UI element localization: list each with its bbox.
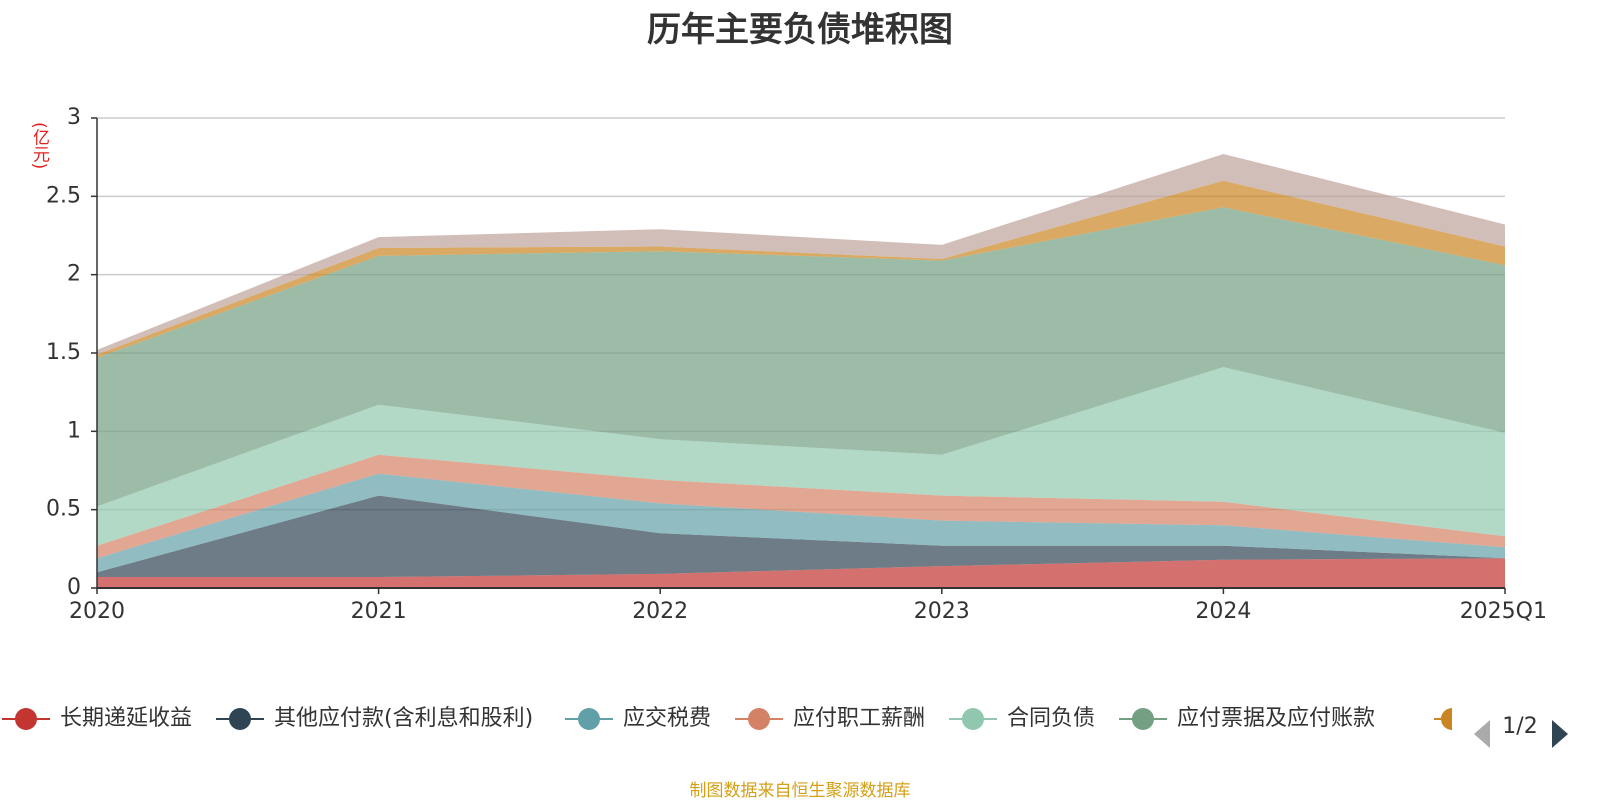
legend-label: 应付职工薪酬 — [793, 706, 925, 731]
legend-circle-marker — [1132, 708, 1154, 730]
x-axis-ticks: 2020 2021 2022 2023 2024 2025Q1 — [69, 588, 1547, 624]
legend-item[interactable]: 应付职工薪酬 — [735, 706, 925, 731]
y-axis-unit-label: (亿元) — [29, 122, 49, 170]
legend-item-partial[interactable] — [1434, 708, 1452, 730]
legend-item[interactable]: 长期递延收益 — [2, 706, 192, 731]
y-tick-label: 0.5 — [46, 497, 81, 522]
area-series-5 — [97, 207, 1505, 507]
y-tick-label: 2.5 — [46, 183, 81, 208]
y-tick-label: 2 — [67, 262, 81, 287]
area-series-2 — [97, 473, 1505, 573]
legend-item[interactable]: 其他应付款(含利息和股利) — [216, 706, 533, 731]
x-tick-label: 2023 — [914, 599, 970, 624]
legend-circle-marker — [15, 708, 37, 730]
series-areas — [97, 154, 1505, 588]
legend-item[interactable]: 应付票据及应付账款 — [1119, 706, 1375, 731]
x-tick-label: 2022 — [632, 599, 688, 624]
y-tick-label: 1.5 — [46, 340, 81, 365]
x-tick-label: 2020 — [69, 599, 125, 624]
legend-circle-marker — [748, 708, 770, 730]
legend-item[interactable]: 合同负债 — [949, 706, 1095, 731]
area-series-1 — [97, 495, 1505, 577]
area-series-3 — [97, 454, 1505, 559]
x-tick-label: 2021 — [351, 599, 407, 624]
y-axis-ticks: 0 0.5 1 1.5 2 2.5 3 — [46, 105, 97, 600]
legend-label: 应付票据及应付账款 — [1177, 706, 1375, 731]
legend-circle-marker — [1441, 708, 1452, 730]
legend-next-page-icon[interactable] — [1552, 720, 1568, 748]
area-series-4 — [97, 367, 1505, 546]
legend-circle-marker — [962, 708, 984, 730]
legend-label: 应交税费 — [623, 706, 711, 731]
legend-prev-page-icon[interactable] — [1474, 720, 1490, 748]
legend-page-indicator: 1/2 — [1502, 714, 1537, 739]
legend-item[interactable]: 应交税费 — [565, 706, 711, 731]
x-tick-label: 2024 — [1195, 599, 1251, 624]
legend-label: 合同负债 — [1007, 706, 1095, 731]
legend: 长期递延收益 其他应付款(含利息和股利) 应交税费 应付职工薪酬 合同负债 应付票据及应付… — [2, 706, 1452, 731]
data-source-note: 制图数据来自恒生聚源数据库 — [689, 781, 911, 801]
area-series-0 — [97, 558, 1505, 588]
y-tick-label: 1 — [67, 418, 81, 443]
y-tick-label: 3 — [67, 105, 81, 130]
legend-circle-marker — [578, 708, 600, 730]
legend-label: 其他应付款(含利息和股利) — [274, 706, 533, 731]
legend-label: 长期递延收益 — [60, 706, 192, 731]
x-tick-label: 2025Q1 — [1460, 599, 1547, 624]
chart-title: 历年主要负债堆积图 — [647, 10, 953, 50]
legend-pager: 1/2 — [1474, 714, 1568, 748]
legend-circle-marker — [229, 708, 251, 730]
y-tick-label: 0 — [67, 575, 81, 600]
